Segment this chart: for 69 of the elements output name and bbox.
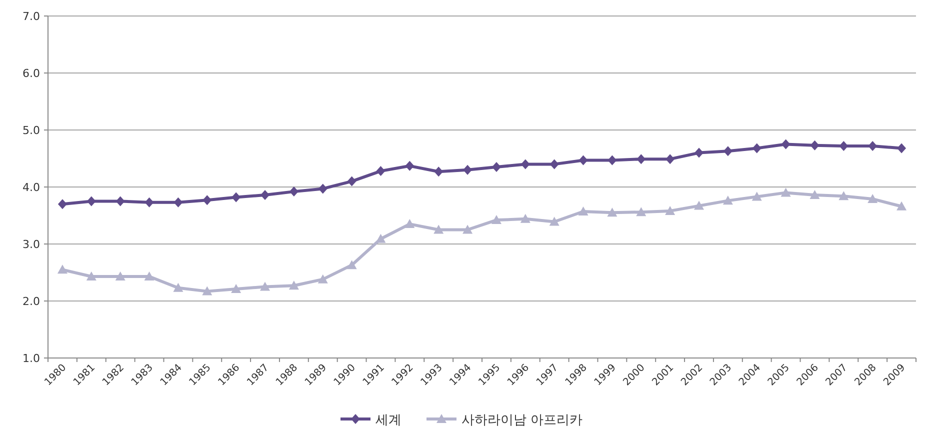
point xyxy=(288,280,299,290)
y-tick-label: 2.0 xyxy=(22,295,40,308)
legend-label: 사하라이남 아프리카 xyxy=(462,413,583,428)
point xyxy=(810,190,820,199)
point xyxy=(491,215,502,224)
y-tick-label: 5.0 xyxy=(22,124,40,137)
point xyxy=(520,159,530,170)
point xyxy=(752,143,762,154)
point xyxy=(549,216,560,226)
point xyxy=(318,274,328,284)
point xyxy=(347,176,356,186)
point xyxy=(607,208,618,217)
point xyxy=(57,264,68,274)
point xyxy=(780,188,791,197)
point xyxy=(173,282,184,292)
point xyxy=(608,155,617,166)
point xyxy=(868,140,878,151)
point xyxy=(694,148,704,158)
point xyxy=(550,159,559,170)
point xyxy=(868,194,878,203)
y-tick-label: 1.0 xyxy=(22,352,40,365)
point xyxy=(838,191,849,200)
point xyxy=(520,214,530,223)
point xyxy=(694,200,704,210)
point xyxy=(463,164,472,175)
point xyxy=(231,284,242,294)
point xyxy=(260,190,270,200)
point xyxy=(752,192,762,201)
point xyxy=(116,196,125,206)
point xyxy=(376,234,386,243)
y-tick-label: 4.0 xyxy=(22,181,40,194)
y-tick-label: 6.0 xyxy=(22,67,40,80)
point xyxy=(839,140,848,151)
point xyxy=(723,146,732,156)
point xyxy=(58,199,67,210)
point xyxy=(115,271,126,280)
point xyxy=(346,260,357,270)
point xyxy=(666,154,675,164)
point xyxy=(405,160,414,171)
point xyxy=(318,184,328,194)
point xyxy=(434,166,444,177)
point xyxy=(578,206,588,216)
point xyxy=(665,206,676,215)
point xyxy=(144,271,154,280)
point xyxy=(434,224,444,234)
legend-label: 세계 xyxy=(376,413,402,428)
point xyxy=(202,195,212,206)
point xyxy=(636,207,646,216)
point xyxy=(722,196,733,205)
point xyxy=(492,162,501,172)
point xyxy=(636,154,646,164)
point xyxy=(174,197,183,208)
point xyxy=(202,286,212,296)
point xyxy=(86,271,96,280)
point xyxy=(404,219,415,228)
point xyxy=(376,166,386,176)
point xyxy=(781,139,790,150)
point xyxy=(144,197,154,208)
point xyxy=(578,155,588,166)
point xyxy=(897,143,906,154)
point xyxy=(232,192,241,202)
point xyxy=(260,282,270,291)
point xyxy=(289,186,298,197)
point xyxy=(462,224,473,234)
y-tick-label: 3.0 xyxy=(22,238,40,251)
y-tick-label: 7.0 xyxy=(22,10,40,23)
point xyxy=(86,196,96,206)
point xyxy=(896,201,907,210)
point xyxy=(810,140,820,150)
